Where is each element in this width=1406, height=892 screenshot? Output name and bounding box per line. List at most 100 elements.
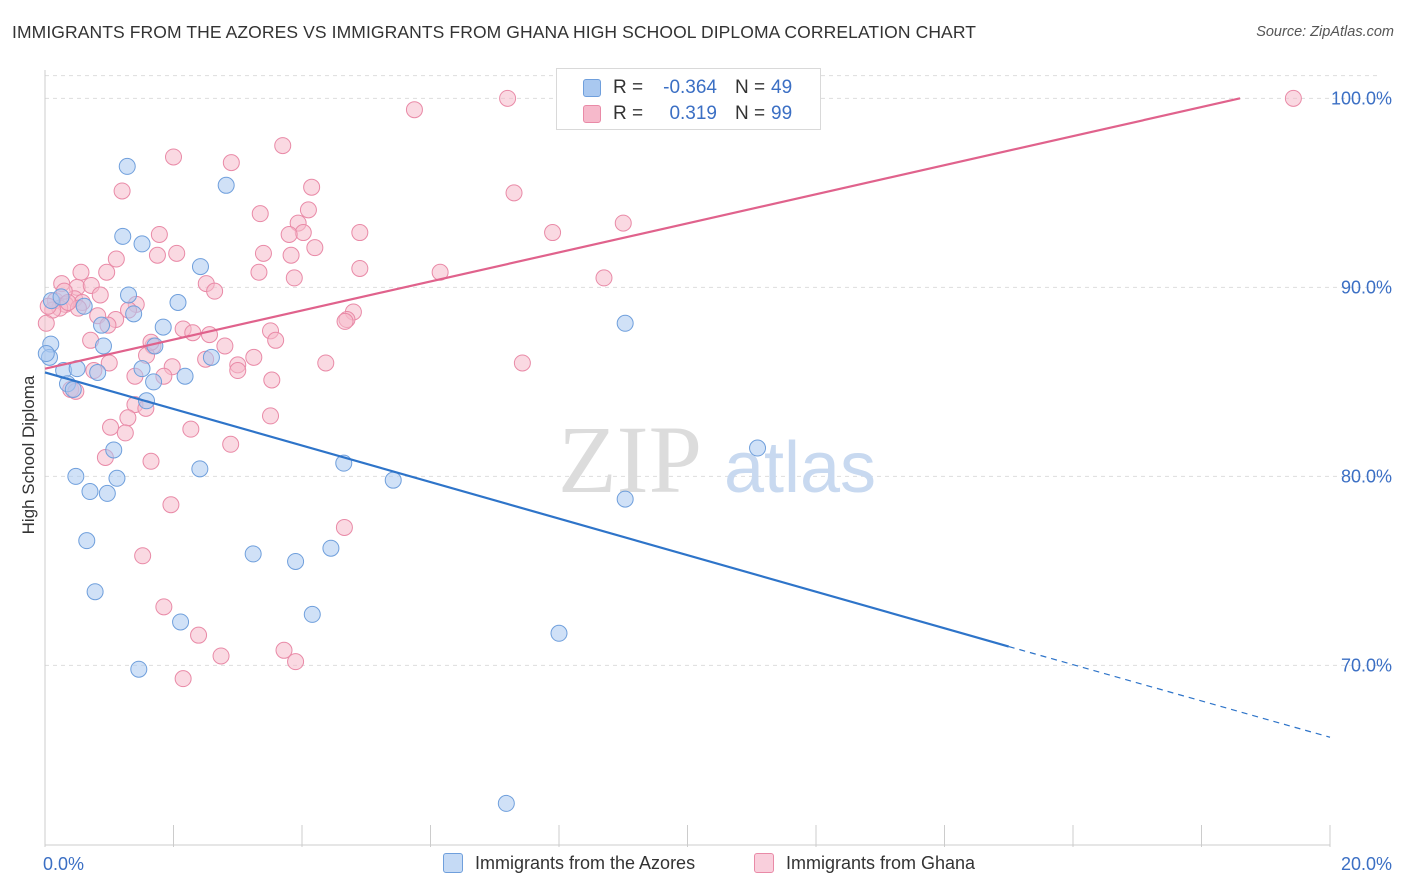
azores-point <box>118 157 136 175</box>
legend-n-label: N = <box>735 77 766 98</box>
ghana-point <box>614 214 632 232</box>
ghana-point <box>102 418 120 436</box>
azores-point <box>78 532 96 550</box>
azores-point <box>37 345 55 363</box>
ghana-point <box>294 224 312 242</box>
legend-r-label: R = <box>613 103 644 124</box>
ghana-point <box>206 282 224 300</box>
azores-point <box>114 227 132 245</box>
azores-point <box>81 483 99 501</box>
ghana-point <box>142 452 160 470</box>
azores-point <box>217 176 235 194</box>
ghana-point <box>303 178 321 196</box>
ghana-point <box>184 324 202 342</box>
azores-point <box>384 471 402 489</box>
ghana-point <box>222 154 240 172</box>
ghana-point <box>148 246 166 264</box>
azores-point <box>52 288 70 306</box>
ghana-point <box>116 424 134 442</box>
y-tick-label: 70.0% <box>1341 655 1392 675</box>
ghana-point <box>306 239 324 257</box>
watermark: ZIP atlas <box>558 406 876 513</box>
tick-labels: 70.0% 80.0% 90.0% 100.0% 0.0% 20.0% <box>43 88 1392 874</box>
legend-n-label: N = <box>735 103 766 124</box>
ghana-point <box>165 148 182 166</box>
ghana-point <box>351 224 369 242</box>
azores-point <box>94 337 112 355</box>
azores-point <box>497 794 515 812</box>
legend-r-value: -0.364 <box>663 77 717 98</box>
ghana-point <box>113 182 131 200</box>
bottom-legend-ghana-label: Immigrants from Ghana <box>786 853 976 873</box>
ghana-point <box>251 205 269 223</box>
ghana-point <box>285 269 303 287</box>
legend-n-value: 49 <box>771 77 793 98</box>
ghana-point <box>274 137 292 155</box>
azores-point <box>244 545 262 563</box>
y-tick-label: 90.0% <box>1341 277 1392 297</box>
ghana-point <box>263 371 281 389</box>
azores-point <box>303 605 321 623</box>
azores-point <box>93 316 111 334</box>
ghana-point <box>174 670 192 688</box>
ghana-point <box>222 435 240 453</box>
legend-row-ghana: R = 0.319 N = 99 <box>557 101 820 127</box>
ghana-point <box>212 647 230 665</box>
ghana-point <box>98 263 116 281</box>
axes <box>44 70 1331 847</box>
ghana-point <box>107 250 125 268</box>
ghana-point <box>267 331 285 349</box>
azores-point <box>154 318 172 336</box>
ghana-point <box>37 314 55 332</box>
ghana-point <box>182 420 200 438</box>
azores-point <box>176 367 194 385</box>
correlation-legend: R = -0.364 N = 49 R = 0.319 N = 99 <box>556 68 821 130</box>
ghana-point <box>262 407 280 425</box>
legend-r-label: R = <box>613 77 644 98</box>
ghana-point <box>351 259 369 277</box>
ghana-point <box>254 244 272 262</box>
azores-point <box>322 539 340 557</box>
azores-point <box>172 613 190 631</box>
azores-point <box>105 441 123 459</box>
ghana-point <box>72 263 90 281</box>
azores-point <box>616 314 634 332</box>
ghana-point <box>595 269 613 287</box>
azores-point <box>133 360 151 378</box>
chart-title: IMMIGRANTS FROM THE AZORES VS IMMIGRANTS… <box>12 22 977 42</box>
ghana-point <box>229 362 247 380</box>
ghana-point <box>150 225 168 243</box>
y-tick-label: 100.0% <box>1331 88 1392 108</box>
azores-point <box>89 363 107 381</box>
azores-point <box>202 348 220 366</box>
ghana-point <box>1284 89 1302 107</box>
azores-point <box>616 490 634 508</box>
bottom-legend-azores-label: Immigrants from the Azores <box>475 853 696 873</box>
ghana-point <box>250 263 268 281</box>
ghana-point <box>280 225 298 243</box>
ghana-point <box>513 354 531 372</box>
azores-swatch <box>443 853 463 873</box>
ghana-point <box>499 89 517 107</box>
ghana-point <box>335 518 353 536</box>
legend-r-value: 0.319 <box>669 103 717 124</box>
azores-point <box>191 258 209 276</box>
azores-point <box>86 583 104 601</box>
azores-point <box>191 460 209 478</box>
azores-point <box>64 380 82 398</box>
azores-points <box>37 157 767 812</box>
ghana-point <box>119 409 137 427</box>
azores-swatch <box>583 79 601 97</box>
azores-point <box>133 235 151 253</box>
azores-trend-extension <box>1008 645 1331 738</box>
azores-point <box>145 373 163 391</box>
ghana-point <box>544 224 562 242</box>
ghana-point <box>287 653 305 671</box>
azores-point <box>130 660 148 678</box>
ghana-point <box>190 626 208 644</box>
ghana-point <box>299 201 317 219</box>
ghana-point <box>91 286 109 304</box>
legend-row-azores: R = -0.364 N = 49 <box>557 75 820 101</box>
azores-point <box>120 286 138 304</box>
